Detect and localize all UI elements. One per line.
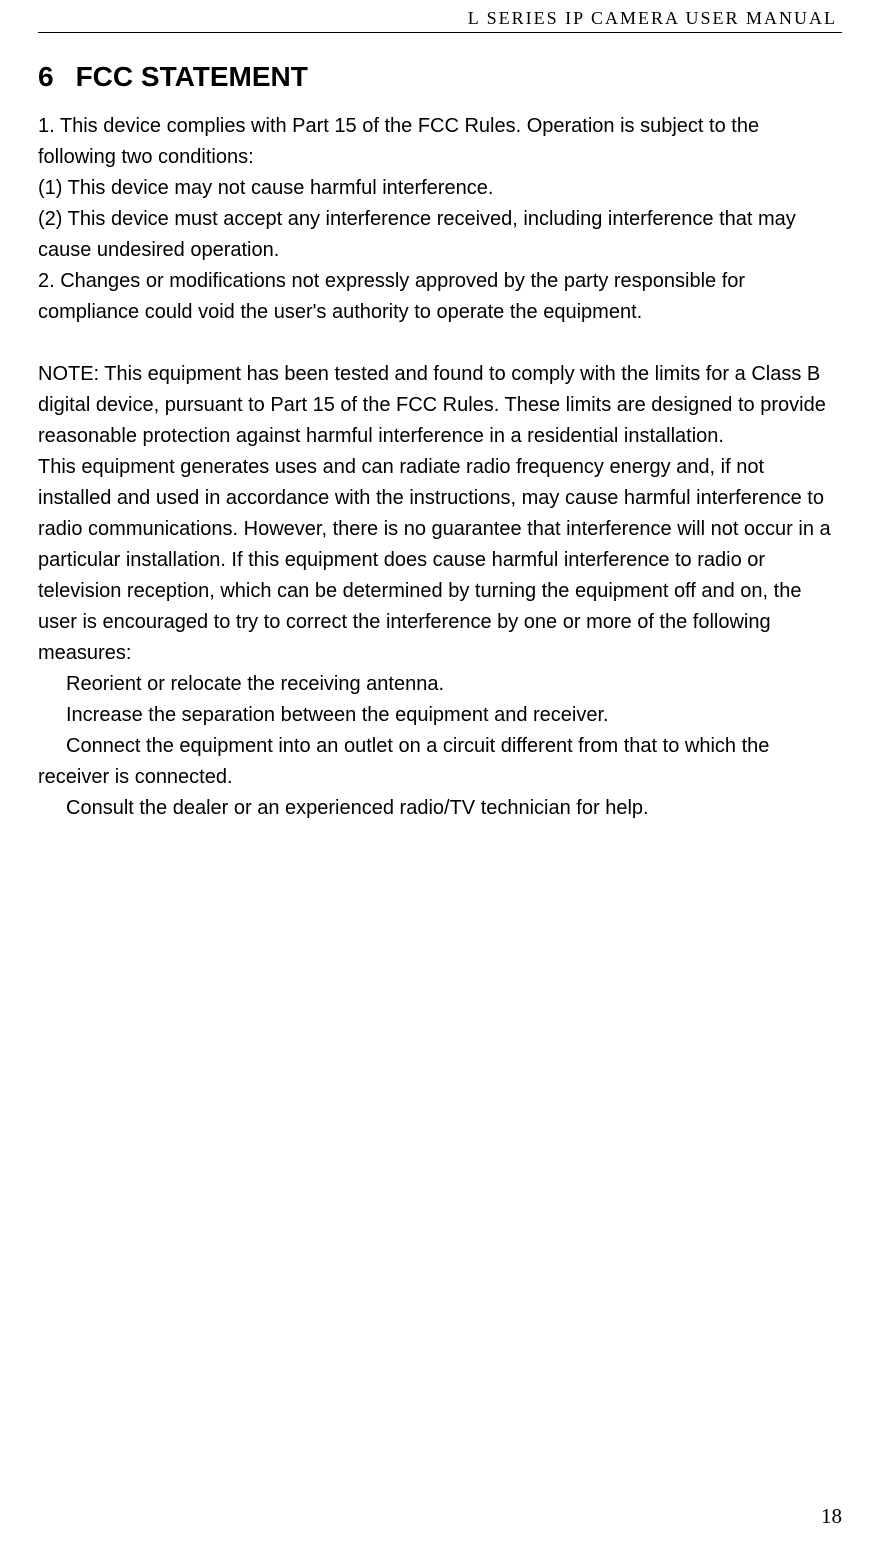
blank-line [38, 328, 842, 359]
page-number: 18 [821, 1504, 842, 1529]
paragraph: NOTE: This equipment has been tested and… [38, 359, 842, 452]
measure-item: Increase the separation between the equi… [38, 700, 842, 731]
section-title: FCC STATEMENT [76, 61, 308, 92]
paragraph: (2) This device must accept any interfer… [38, 204, 842, 266]
document-page: L SERIES IP CAMERA USER MANUAL 6 FCC STAT… [0, 0, 872, 824]
header-title: L SERIES IP CAMERA USER MANUAL [38, 8, 842, 29]
measure-item: Connect the equipment into an outlet on … [38, 731, 842, 793]
measure-item-text: Connect the equipment into an outlet on … [38, 735, 769, 788]
paragraph: This equipment generates uses and can ra… [38, 452, 842, 669]
paragraph: 2. Changes or modifications not expressl… [38, 266, 842, 328]
paragraph: (1) This device may not cause harmful in… [38, 173, 842, 204]
body-text: 1. This device complies with Part 15 of … [38, 111, 842, 824]
measure-item: Consult the dealer or an experienced rad… [38, 793, 842, 824]
header-rule [38, 32, 842, 33]
section-heading: 6 FCC STATEMENT [38, 61, 842, 93]
page-header: L SERIES IP CAMERA USER MANUAL [38, 0, 842, 33]
section-number: 6 [38, 61, 54, 93]
measure-item: Reorient or relocate the receiving anten… [38, 669, 842, 700]
paragraph: 1. This device complies with Part 15 of … [38, 111, 842, 173]
